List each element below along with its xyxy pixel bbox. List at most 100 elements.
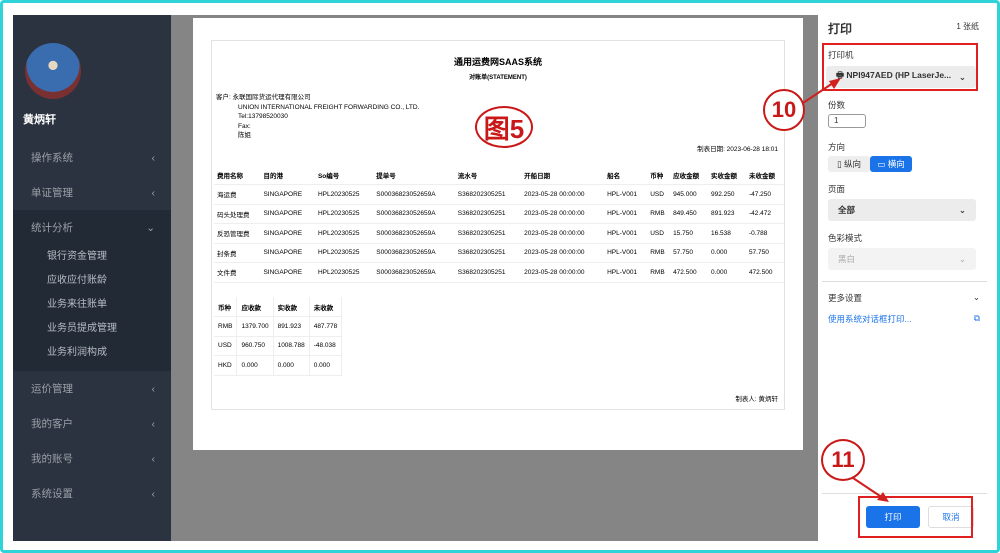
- customer-label: 客户:: [216, 94, 231, 101]
- table-cell: HPL20230525: [314, 262, 374, 283]
- sidebar-subitem[interactable]: 银行资金管理: [47, 251, 107, 262]
- table-row: 码头处理费 SINGAPORE HPL20230525 S00036823052659…: [214, 204, 784, 224]
- pages-label: 页面: [828, 184, 846, 194]
- table-cell: 57.750: [670, 243, 708, 263]
- table-row: USD 960.750 1008.788 -48.038: [214, 336, 343, 356]
- table-cell: 472.500: [670, 262, 708, 283]
- customer-en: UNION INTERNATIONAL FREIGHT FORWARDING C…: [238, 103, 420, 111]
- table-cell: S00036823052659A: [373, 204, 455, 224]
- color-value: 黑白: [838, 254, 856, 264]
- portrait-label: 纵向: [844, 159, 862, 169]
- table-cell: 2023-05-28 00:00:00: [521, 184, 605, 205]
- table-cell: 992.250: [708, 184, 746, 205]
- table-cell: 1379.700: [236, 316, 274, 337]
- table-row: 封条费 SINGAPORE HPL20230525 S00036823052659A S…: [214, 243, 784, 263]
- external-link-icon: ⧉: [973, 313, 980, 323]
- table-cell: SINGAPORE: [260, 243, 315, 263]
- sidebar-subitem[interactable]: 业务利润构成: [47, 347, 107, 358]
- fee-table: 费用名称 目的港 So编号 提单号 流水号 开船日期 船名 币种 应收金额 实收金额 未收金额 海运费…: [214, 165, 784, 283]
- table-cell: 文件费: [214, 262, 261, 283]
- table-row: 反恐管理费 SINGAPORE HPL20230525 S00036823052659…: [214, 223, 784, 244]
- table-cell: SINGAPORE: [260, 262, 315, 283]
- portrait-button[interactable]: ▯ 纵向: [828, 156, 870, 172]
- copies-input[interactable]: 1: [828, 114, 866, 128]
- column-header: 未收金额: [745, 165, 784, 185]
- table-cell: 0.000: [708, 262, 746, 283]
- column-header: So编号: [314, 165, 374, 185]
- sidebar-item-label: 操作系统: [31, 152, 73, 164]
- avatar[interactable]: [25, 43, 81, 99]
- sidebar-item-label: 系统设置: [31, 488, 73, 500]
- color-select[interactable]: 黑白 ⌄: [828, 248, 976, 270]
- table-cell: HPL20230525: [314, 243, 374, 263]
- table-cell: S368202305251: [454, 184, 522, 205]
- sidebar-item[interactable]: 单证管理 ‹: [13, 175, 171, 210]
- table-cell: 2023-05-28 00:00:00: [521, 223, 605, 244]
- orientation-label: 方向: [828, 142, 846, 152]
- sidebar-subitem[interactable]: 业务来往账单: [47, 299, 107, 310]
- table-cell: HPL-V001: [604, 204, 648, 224]
- column-header: 未收款: [309, 297, 343, 317]
- table-cell: HPL-V001: [604, 184, 648, 205]
- landscape-label: 横向: [887, 159, 905, 169]
- table-cell: 487.778: [309, 316, 343, 337]
- table-cell: 849.450: [670, 204, 708, 224]
- table-row: 文件费 SINGAPORE HPL20230525 S00036823052659A S…: [214, 262, 784, 283]
- column-header: 应收款: [236, 297, 274, 317]
- table-cell: S368202305251: [454, 243, 522, 263]
- table-cell: S00036823052659A: [373, 184, 455, 205]
- table-header: 费用名称 目的港 So编号 提单号 流水号 开船日期 船名 币种 应收金额 实收金额 未收金额: [214, 165, 784, 185]
- cancel-button[interactable]: 取消: [928, 506, 974, 528]
- table-cell: SINGAPORE: [260, 204, 315, 224]
- column-header: 提单号: [373, 165, 455, 185]
- highlight-buttons: [858, 496, 973, 538]
- column-header: 费用名称: [214, 165, 261, 185]
- step-11-marker: 11: [821, 439, 865, 481]
- table-cell: HPL-V001: [604, 223, 648, 244]
- table-cell: HPL20230525: [314, 204, 374, 224]
- column-header: 船名: [604, 165, 648, 185]
- chevron-down-icon: ⌄: [972, 292, 980, 302]
- more-settings[interactable]: 更多设置 ⌄: [828, 292, 980, 304]
- printer-select[interactable]: 🖶 NPI947AED (HP LaserJe... ⌄: [826, 66, 976, 88]
- pages-select[interactable]: 全部 ⌄: [828, 199, 976, 221]
- sidebar: 黄炳轩 操作系统 ‹ 单证管理 ‹ 统计分析 ⌄ 银行资金管理 应收应付账龄 业务来往账单 业务员…: [13, 15, 171, 541]
- table-cell: RMB: [647, 243, 671, 263]
- sheet-count: 1 张纸: [956, 22, 979, 31]
- customer-cn: 永联国际货运代理有限公司: [232, 94, 311, 101]
- table-cell: USD: [647, 184, 671, 205]
- table-cell: 码头处理费: [214, 204, 261, 224]
- doc-subtitle: 对账单(STATEMENT): [469, 75, 527, 81]
- system-dialog-link[interactable]: 使用系统对话框打印... ⧉: [828, 313, 980, 325]
- table-cell: SINGAPORE: [260, 223, 315, 244]
- sidebar-item-label: 运价管理: [31, 383, 73, 395]
- table-cell: -0.788: [745, 223, 784, 244]
- table-cell: 2023-05-28 00:00:00: [521, 243, 605, 263]
- print-button[interactable]: 打印: [866, 506, 920, 528]
- table-cell: RMB: [647, 204, 671, 224]
- sidebar-item[interactable]: 运价管理 ‹: [13, 371, 171, 406]
- column-header: 流水号: [454, 165, 522, 185]
- sidebar-item-label: 我的账号: [31, 453, 73, 465]
- table-cell: 57.750: [745, 243, 784, 263]
- sidebar-item[interactable]: 我的账号 ‹: [13, 441, 171, 476]
- sidebar-item[interactable]: 系统设置 ‹: [13, 476, 171, 511]
- sidebar-item[interactable]: 我的客户 ‹: [13, 406, 171, 441]
- printer-value: NPI947AED (HP LaserJe...: [846, 70, 952, 80]
- sidebar-item[interactable]: 统计分析 ⌄: [13, 210, 171, 245]
- sidebar-item[interactable]: 操作系统 ‹: [13, 140, 171, 175]
- landscape-button[interactable]: ▭ 横向: [870, 156, 912, 172]
- table-cell: 0.000: [309, 355, 343, 376]
- chevron-down-icon: ⌄: [958, 253, 966, 264]
- sidebar-subitem[interactable]: 应收应付账龄: [47, 275, 107, 286]
- table-cell: S368202305251: [454, 262, 522, 283]
- column-header: 实收金额: [708, 165, 746, 185]
- column-header: 币种: [214, 297, 238, 317]
- table-cell: 反恐管理费: [214, 223, 261, 244]
- sidebar-subitem[interactable]: 业务员提成管理: [47, 323, 117, 334]
- table-row: 海运费 SINGAPORE HPL20230525 S00036823052659A S…: [214, 184, 784, 205]
- table-cell: RMB: [647, 262, 671, 283]
- table-cell: -47.250: [745, 184, 784, 205]
- table-cell: USD: [214, 336, 238, 356]
- table-cell: S00036823052659A: [373, 262, 455, 283]
